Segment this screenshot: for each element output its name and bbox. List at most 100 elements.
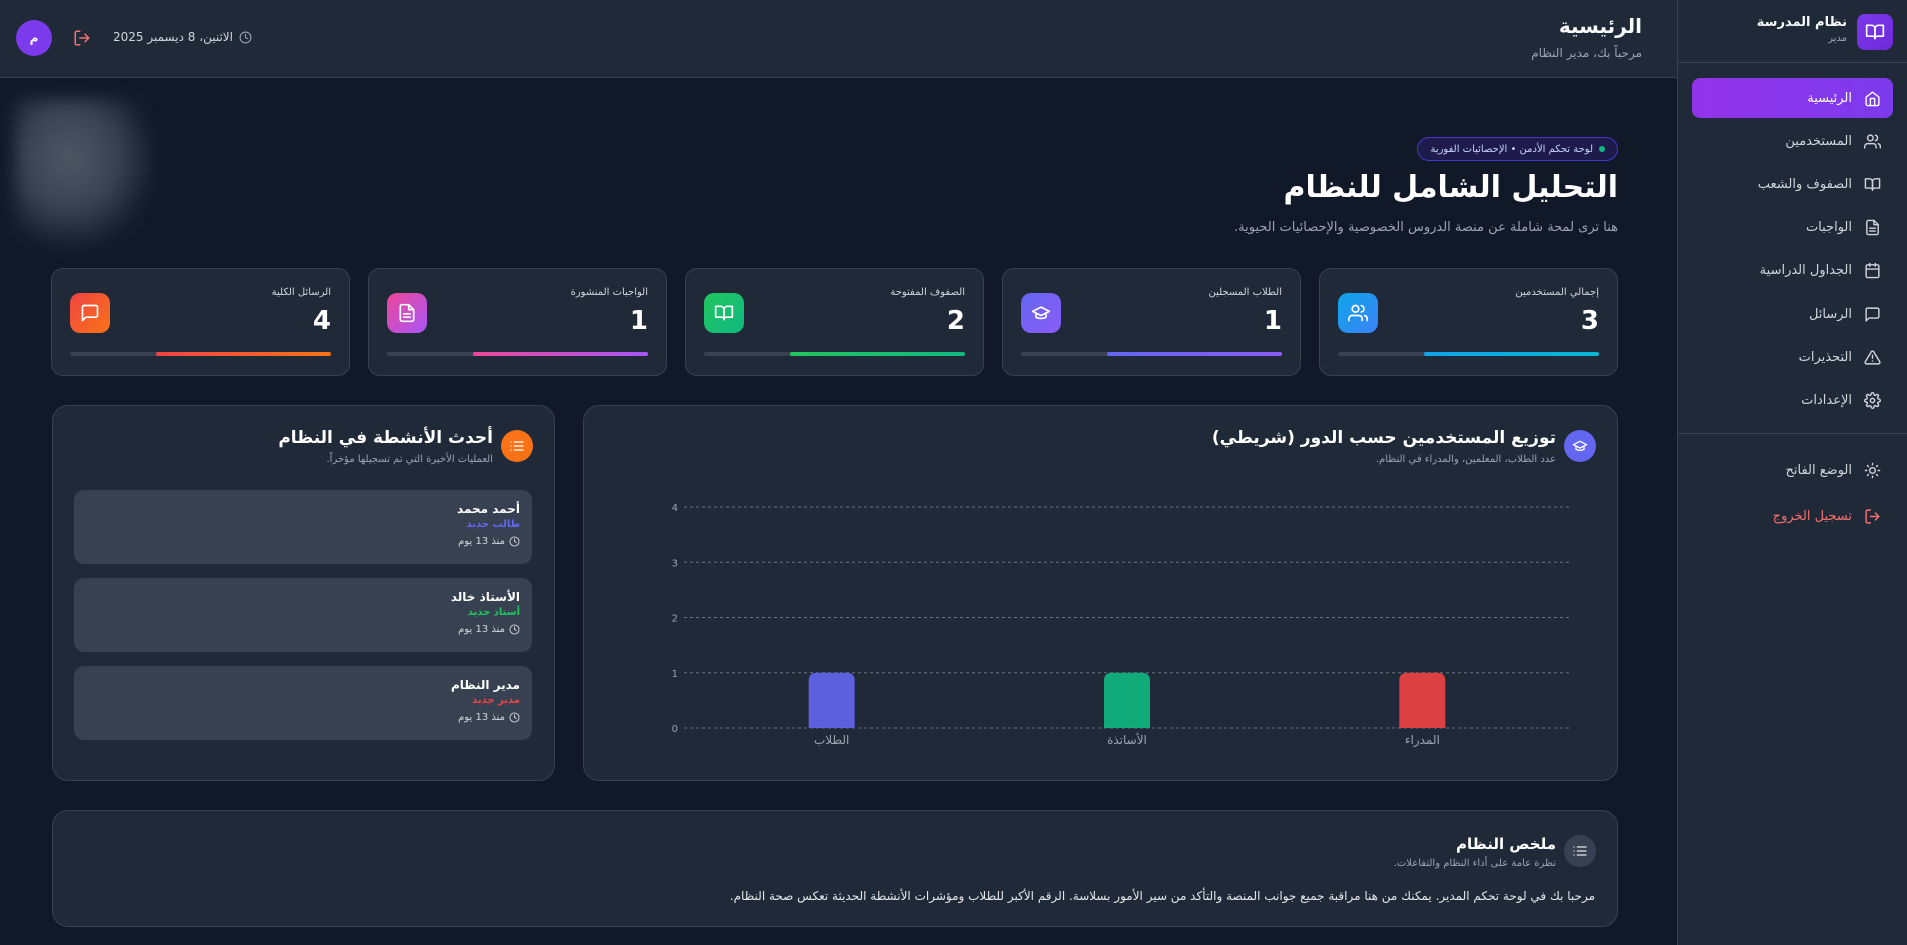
date-text: الاثنين، 8 ديسمبر 2025 — [113, 30, 233, 44]
activity-item[interactable]: أحمد محمد طالب جديد منذ 13 يوم — [74, 490, 532, 564]
y-tick-label: 4 — [672, 503, 678, 514]
avatar[interactable]: م — [16, 20, 52, 56]
stat-progress-track — [70, 352, 331, 356]
chart-title: توزيع المستخدمين حسب الدور (شريطي) — [1211, 428, 1556, 448]
calendar-icon — [1865, 262, 1880, 278]
sidebar-divider — [1678, 62, 1907, 63]
theme-toggle[interactable]: الوضع الفاتح — [1692, 450, 1893, 490]
activity-time: منذ 13 يوم — [458, 624, 520, 635]
activity-name: مدير النظام — [450, 678, 520, 692]
y-tick-label: 0 — [672, 724, 678, 735]
stat-label: الرسائل الكلية — [271, 287, 331, 298]
x-tick-label: الأساتذة — [1107, 732, 1147, 747]
page-title: الرئيسية — [1558, 14, 1642, 38]
activity-time-text: منذ 13 يوم — [458, 712, 505, 723]
sidebar-item-label: الرئيسية — [1807, 90, 1852, 106]
stat-label: إجمالي المستخدمين — [1515, 287, 1599, 298]
activity-name: الأستاذ خالد — [450, 590, 520, 604]
decorative-blur — [14, 98, 154, 248]
bar-2[interactable] — [808, 672, 855, 728]
stat-progress-track — [1338, 352, 1599, 356]
gear-icon — [1864, 391, 1881, 409]
sidebar-item-label: الصفوف والشعب — [1757, 176, 1852, 192]
sidebar-item-warnings[interactable]: التحذيرات — [1692, 337, 1893, 377]
bar-chart: 0 1 2 3 4 المدراء الأساتذة الطلاب — [672, 503, 1570, 748]
home-icon — [1865, 90, 1880, 106]
sidebar-item-label: الواجبات — [1805, 219, 1852, 235]
stat-card-total-users: إجمالي المستخدمين 3 — [1319, 268, 1618, 376]
stat-progress-fill — [473, 352, 648, 356]
activity-time-text: منذ 13 يوم — [458, 536, 505, 547]
stat-progress-track — [1021, 352, 1282, 356]
stat-value: 1 — [629, 306, 648, 336]
activity-title: أحدث الأنشطة في النظام — [278, 428, 493, 448]
message-icon — [70, 293, 110, 333]
chart-subtitle: عدد الطلاب، المعلمين، والمدراء في النظام… — [1375, 454, 1556, 465]
hero-title: التحليل الشامل للنظام — [1283, 170, 1619, 205]
bar-0[interactable] — [1399, 672, 1446, 728]
sidebar-item-messages[interactable]: الرسائل — [1692, 294, 1893, 334]
y-tick-label: 2 — [672, 614, 678, 625]
status-dot — [1599, 146, 1605, 152]
book-open-icon — [704, 293, 744, 333]
header-logout-icon[interactable] — [73, 29, 91, 51]
sidebar-item-assignments[interactable]: الواجبات — [1692, 207, 1893, 247]
activity-item[interactable]: مدير النظام مدير جديد منذ 13 يوم — [74, 666, 532, 740]
top-header: الرئيسية مرحباً بك، مدير النظام م الاثني… — [0, 0, 1677, 78]
logout-icon — [1865, 508, 1880, 524]
theme-toggle-label: الوضع الفاتح — [1785, 462, 1853, 478]
summary-title: ملخص النظام — [1455, 835, 1556, 853]
sidebar-item-classes[interactable]: الصفوف والشعب — [1692, 164, 1893, 204]
stat-progress-track — [704, 352, 965, 356]
stat-progress-fill — [1107, 352, 1282, 356]
file-text-icon — [1866, 219, 1879, 235]
hero-badge: لوحة تحكم الأدمن • الإحصائيات الفورية — [1417, 137, 1618, 161]
list-icon — [1564, 835, 1596, 867]
message-icon — [1865, 306, 1880, 322]
sidebar-item-settings[interactable]: الإعدادات — [1692, 380, 1893, 420]
x-tick-label: المدراء — [1405, 733, 1440, 748]
brand-name: نظام المدرسة — [1756, 15, 1847, 30]
users-icon — [1338, 293, 1378, 333]
current-date: الاثنين، 8 ديسمبر 2025 — [113, 30, 252, 44]
sidebar: نظام المدرسة مدير الرئيسية المستخدمين ال… — [1677, 0, 1907, 945]
brand-role: مدير — [1828, 33, 1847, 44]
summary-subtitle: نظرة عامة على أداء النظام والتفاعلات. — [1393, 858, 1556, 869]
activity-role: طالب جديد — [466, 519, 520, 530]
stat-progress-fill — [156, 352, 331, 356]
activity-panel: أحدث الأنشطة في النظام العمليات الأخيرة … — [52, 405, 555, 781]
sidebar-item-schedules[interactable]: الجداول الدراسية — [1692, 250, 1893, 290]
graduation-cap-icon — [1021, 293, 1061, 333]
clock-icon — [509, 624, 520, 635]
sidebar-item-home[interactable]: الرئيسية — [1692, 78, 1893, 118]
sidebar-item-label: التحذيرات — [1798, 349, 1852, 365]
page-subtitle: مرحباً بك، مدير النظام — [1531, 46, 1642, 60]
brand: نظام المدرسة مدير — [1692, 12, 1893, 50]
stat-card-assignments: الواجبات المنشورة 1 — [368, 268, 667, 376]
activity-item[interactable]: الأستاذ خالد أستاذ جديد منذ 13 يوم — [74, 578, 532, 652]
activity-time: منذ 13 يوم — [458, 712, 520, 723]
clock-icon — [239, 31, 252, 43]
graduation-cap-icon — [1564, 430, 1596, 462]
logout-button[interactable]: تسجيل الخروج — [1692, 496, 1893, 536]
summary-text: مرحبا بك في لوحة تحكم المدير. يمكنك من ه… — [729, 889, 1595, 903]
activity-time: منذ 13 يوم — [458, 536, 520, 547]
users-icon — [1864, 133, 1881, 149]
hero-badge-text: لوحة تحكم الأدمن • الإحصائيات الفورية — [1430, 143, 1593, 155]
y-tick-label: 3 — [672, 558, 678, 569]
book-logo-icon — [1857, 14, 1893, 50]
bar-1[interactable] — [1104, 672, 1150, 728]
clock-icon — [509, 536, 520, 547]
sidebar-divider — [1678, 433, 1907, 434]
sidebar-item-users[interactable]: المستخدمين — [1692, 121, 1893, 161]
summary-panel: ملخص النظام نظرة عامة على أداء النظام وا… — [52, 810, 1618, 927]
file-text-icon — [387, 293, 427, 333]
stat-value: 2 — [946, 306, 965, 336]
stat-label: الطلاب المسجلين — [1208, 287, 1282, 298]
sidebar-item-label: الرسائل — [1808, 306, 1852, 322]
stat-progress-fill — [1424, 352, 1599, 356]
stat-label: الصفوف المفتوحة — [890, 287, 965, 298]
book-open-icon — [1864, 177, 1881, 191]
sidebar-item-label: الجداول الدراسية — [1759, 262, 1852, 278]
activity-time-text: منذ 13 يوم — [458, 624, 505, 635]
